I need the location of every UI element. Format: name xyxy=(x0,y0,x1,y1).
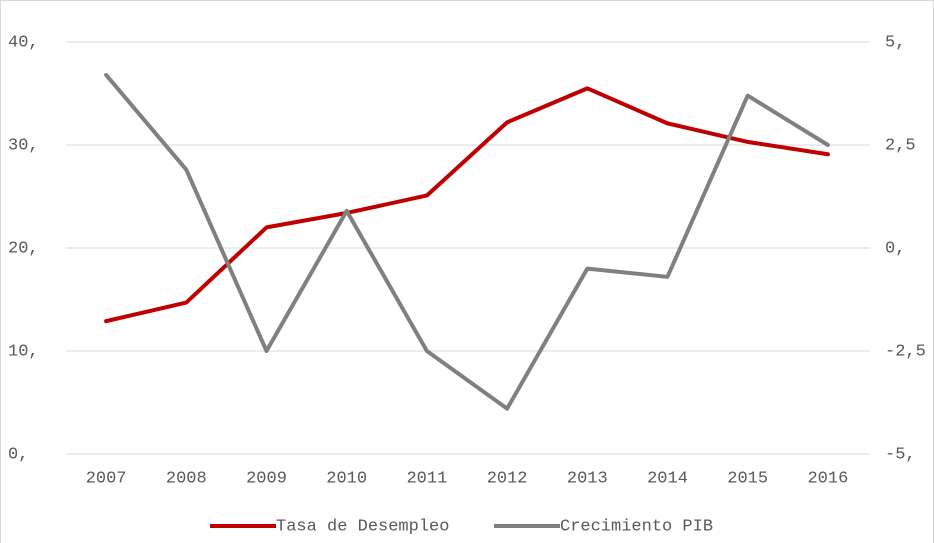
y-tick-label: 20, xyxy=(8,239,39,258)
legend-label: Tasa de Desempleo xyxy=(276,517,449,536)
x-tick-label: 2011 xyxy=(406,469,447,488)
y-tick-label: 0, xyxy=(8,445,28,464)
y2-tick-label: -5, xyxy=(885,445,916,464)
x-tick-label: 2013 xyxy=(567,469,608,488)
y-tick-label: 30, xyxy=(8,136,39,155)
x-tick-label: 2012 xyxy=(487,469,528,488)
y2-tick-label: 2,5 xyxy=(885,136,916,155)
y-tick-label: 40, xyxy=(8,33,39,52)
x-tick-label: 2009 xyxy=(246,469,287,488)
x-tick-label: 2007 xyxy=(86,469,127,488)
x-tick-label: 2014 xyxy=(647,469,688,488)
x-tick-label: 2015 xyxy=(727,469,768,488)
y2-tick-label: 0, xyxy=(885,239,905,258)
x-tick-label: 2008 xyxy=(166,469,207,488)
line-series xyxy=(104,72,830,411)
y2-tick-label: -2,5 xyxy=(885,342,926,361)
line-series xyxy=(104,86,830,324)
x-tick-label: 2010 xyxy=(326,469,367,488)
x-tick-label: 2016 xyxy=(807,469,848,488)
y-tick-label: 10, xyxy=(8,342,39,361)
y2-tick-label: 5, xyxy=(885,33,905,52)
legend-label: Crecimiento PIB xyxy=(560,517,713,536)
